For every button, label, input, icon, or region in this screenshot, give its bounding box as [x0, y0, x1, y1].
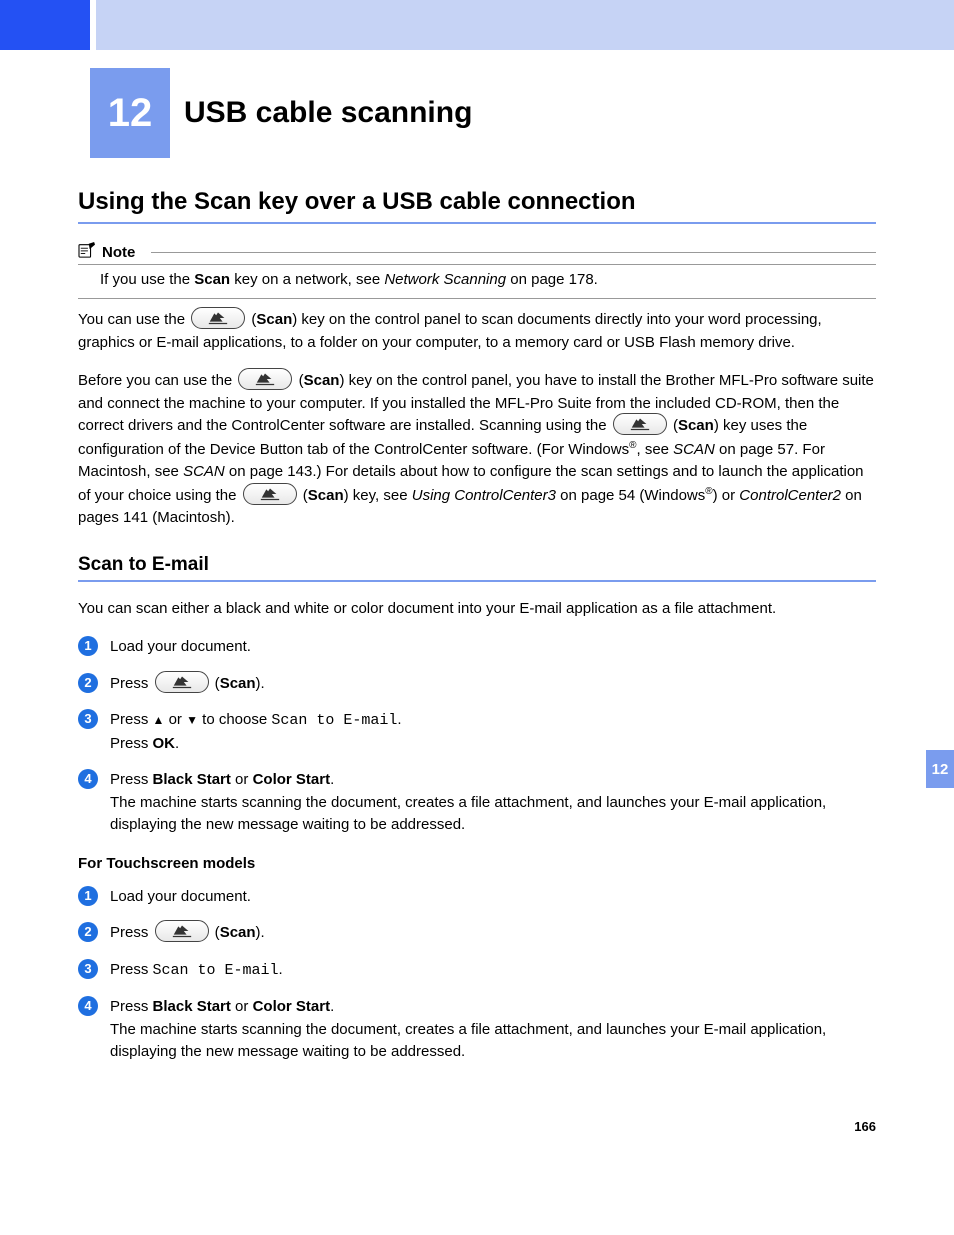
ts-step-1: 1 Load your document. — [78, 886, 876, 909]
scan-key-icon — [155, 671, 209, 693]
step-4: 4 Press Black Start or Color Start. The … — [78, 769, 876, 837]
note-label: Note — [102, 244, 135, 261]
note-body: If you use the Scan key on a network, se… — [78, 265, 876, 299]
chapter-number-box: 12 — [90, 68, 170, 158]
subsection-intro: You can scan either a black and white or… — [78, 598, 876, 621]
step-number: 4 — [78, 769, 98, 789]
scan-key-icon — [238, 368, 292, 390]
ts-step-2: 2 Press (Scan). — [78, 922, 876, 945]
page-number: 166 — [854, 1119, 876, 1134]
step-number: 3 — [78, 709, 98, 729]
paragraph-1: You can use the (Scan) key on the contro… — [78, 309, 876, 354]
touchscreen-heading: For Touchscreen models — [78, 855, 876, 872]
step-3: 3 Press ▲ or ▼ to choose Scan to E-mail.… — [78, 709, 876, 755]
note-block: Note If you use the Scan key on a networ… — [78, 242, 876, 299]
chapter-title: USB cable scanning — [184, 96, 472, 130]
header-strip — [0, 0, 954, 50]
header-right-block — [96, 0, 954, 50]
paragraph-2: Before you can use the (Scan) key on the… — [78, 370, 876, 530]
ts-step-3: 3 Press Scan to E-mail. — [78, 959, 876, 983]
section-heading: Using the Scan key over a USB cable conn… — [78, 188, 876, 224]
scan-key-icon — [155, 920, 209, 942]
step-number: 1 — [78, 886, 98, 906]
down-arrow-icon: ▼ — [186, 713, 198, 727]
step-2: 2 Press (Scan). — [78, 673, 876, 696]
subsection-heading: Scan to E-mail — [78, 554, 876, 582]
scan-key-icon — [613, 413, 667, 435]
chapter-header: 12 USB cable scanning — [0, 68, 954, 158]
step-1: 1 Load your document. — [78, 636, 876, 659]
ts-step-4: 4 Press Black Start or Color Start. The … — [78, 996, 876, 1064]
step-number: 1 — [78, 636, 98, 656]
scan-key-icon — [191, 307, 245, 329]
header-left-block — [0, 0, 90, 50]
step-number: 3 — [78, 959, 98, 979]
chapter-tab: 12 — [926, 750, 954, 788]
step-number: 2 — [78, 673, 98, 693]
scan-key-icon — [243, 483, 297, 505]
step-number: 2 — [78, 922, 98, 942]
step-number: 4 — [78, 996, 98, 1016]
note-icon — [78, 242, 96, 262]
up-arrow-icon: ▲ — [153, 713, 165, 727]
